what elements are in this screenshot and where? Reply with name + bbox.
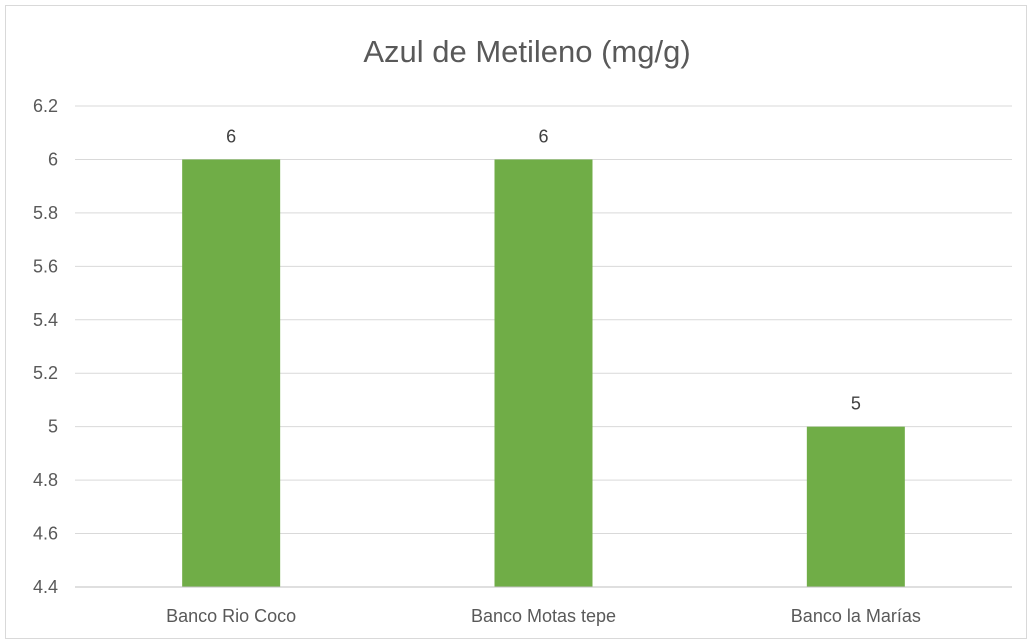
y-axis-ticks: 4.4 4.6 4.8 5 5.2 5.4 5.6 5.8 6 6.2 [33, 96, 58, 597]
bar [494, 159, 593, 587]
y-tick-label: 5 [48, 417, 58, 437]
y-tick-label: 6 [48, 149, 58, 169]
data-label: 6 [538, 126, 548, 146]
y-tick-label: 4.4 [33, 577, 58, 597]
y-tick-label: 6.2 [33, 96, 58, 116]
y-tick-label: 5.6 [33, 256, 58, 276]
y-tick-label: 4.6 [33, 524, 58, 544]
y-tick-label: 4.8 [33, 470, 58, 490]
y-tick-label: 5.4 [33, 310, 58, 330]
y-tick-label: 5.2 [33, 363, 58, 383]
bar [806, 426, 905, 587]
data-label: 6 [226, 126, 236, 146]
x-category-label: Banco Rio Coco [166, 606, 296, 626]
bar [182, 159, 281, 587]
chart-title: Azul de Metileno (mg/g) [363, 34, 690, 69]
data-label: 5 [851, 394, 861, 414]
bars [182, 159, 905, 587]
x-category-label: Banco Motas tepe [471, 606, 616, 626]
data-labels: 6 6 5 [226, 126, 861, 413]
x-category-label: Banco la Marías [791, 606, 921, 626]
y-tick-label: 5.8 [33, 203, 58, 223]
x-axis-categories: Banco Rio Coco Banco Motas tepe Banco la M… [166, 606, 921, 626]
